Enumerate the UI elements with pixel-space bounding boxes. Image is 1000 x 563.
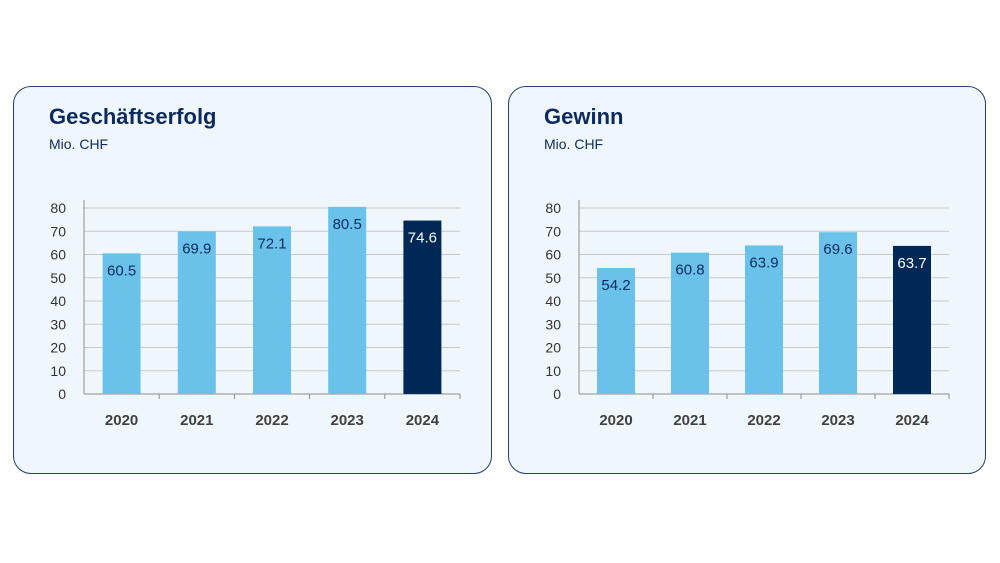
- x-tick-label: 2023: [331, 412, 364, 429]
- bar-2023: [819, 232, 857, 394]
- x-tick-label: 2022: [747, 412, 780, 429]
- y-tick-label: 80: [50, 200, 66, 216]
- y-tick-label: 50: [50, 270, 66, 286]
- y-tick-label: 20: [50, 340, 66, 356]
- y-tick-label: 60: [50, 247, 66, 263]
- bar-2021: [177, 231, 216, 394]
- y-tick-label: 20: [545, 340, 561, 356]
- bar-2023: [328, 206, 367, 394]
- data-label-2020: 60.5: [107, 262, 136, 279]
- data-label-2021: 60.8: [675, 262, 704, 279]
- x-tick-label: 2021: [673, 412, 706, 429]
- x-tick-label: 2020: [105, 412, 138, 429]
- bar-2024: [403, 220, 442, 394]
- y-tick-label: 40: [50, 293, 66, 309]
- y-tick-label: 50: [545, 270, 561, 286]
- y-tick-label: 10: [545, 363, 561, 379]
- y-tick-label: 10: [50, 363, 66, 379]
- bar-chart-gewinn: 0 10 20 30 40 50 60 70 80 54.2 2020 60.8 2021 63.9 202…: [545, 200, 950, 429]
- y-tick-label: 30: [50, 316, 66, 332]
- data-label-2024: 74.6: [408, 230, 437, 247]
- y-tick-label: 80: [545, 200, 561, 216]
- y-tick-label: 0: [58, 386, 66, 402]
- bar-2022: [253, 226, 291, 394]
- bar-2024: [893, 245, 931, 394]
- x-tick-label: 2023: [821, 412, 854, 429]
- x-tick-label: 2024: [895, 412, 929, 429]
- x-tick-label: 2020: [599, 412, 632, 429]
- data-label-2024: 63.7: [897, 255, 926, 272]
- y-tick-label: 0: [553, 386, 561, 402]
- data-label-2022: 63.9: [749, 254, 778, 271]
- y-tick-label: 30: [545, 316, 561, 332]
- y-tick-label: 40: [545, 293, 561, 309]
- bar-2022: [745, 245, 783, 394]
- data-label-2021: 69.9: [182, 240, 211, 257]
- x-tick-label: 2024: [406, 412, 440, 429]
- bar-2020: [597, 267, 635, 394]
- data-label-2023: 69.6: [823, 241, 852, 258]
- y-tick-label: 60: [545, 247, 561, 263]
- data-label-2023: 80.5: [333, 216, 362, 233]
- data-label-2020: 54.2: [601, 277, 630, 294]
- chart-subtitle: Mio. CHF: [544, 136, 604, 152]
- y-tick-label: 70: [50, 223, 66, 239]
- bar-2021: [671, 252, 709, 394]
- chart-title: Gewinn: [544, 104, 624, 129]
- chart-subtitle: Mio. CHF: [49, 136, 109, 152]
- bar-chart-geschaeftserfolg: 0 10 20 30 40 50 60 70 80 60.5 2020 69.9 2021 72.1 202…: [50, 200, 461, 429]
- x-tick-label: 2022: [255, 412, 288, 429]
- chart-title: Geschäftserfolg: [49, 104, 217, 129]
- y-tick-label: 70: [545, 223, 561, 239]
- x-tick-label: 2021: [180, 412, 213, 429]
- data-label-2022: 72.1: [257, 235, 286, 252]
- chart-panel-geschaeftserfolg: Geschäftserfolg Mio. CHF 0 10 20 30 40 50 60 70…: [13, 86, 492, 474]
- chart-panel-gewinn: Gewinn Mio. CHF 0 10 20 30 40 50 60 70 80 54.2 202…: [508, 86, 986, 474]
- bar-2020: [102, 253, 141, 394]
